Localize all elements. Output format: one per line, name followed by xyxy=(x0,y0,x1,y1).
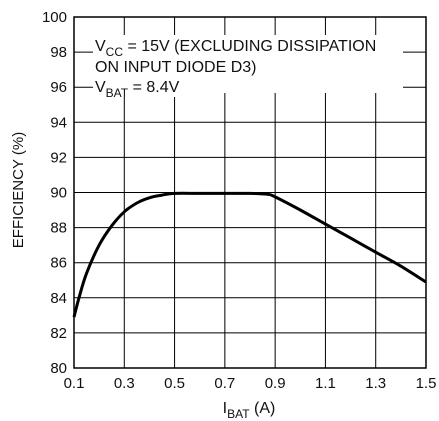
y-tick-label: 84 xyxy=(50,290,67,307)
series-layer xyxy=(72,191,427,318)
x-tick-label: 0.7 xyxy=(214,375,235,392)
efficiency-series-line xyxy=(72,191,427,318)
x-tick-label: 1.5 xyxy=(416,375,437,392)
y-tick-label: 88 xyxy=(50,220,67,237)
x-tick-label: 0.5 xyxy=(164,375,185,392)
y-tick-label: 82 xyxy=(50,325,67,342)
y-tick-label: 92 xyxy=(50,149,67,166)
y-axis-title: EFFICIENCY (%) xyxy=(10,132,27,248)
axis-layer: 0.1 0.3 0.5 0.7 0.9 1.1 1.3 1.5 80 82 84 86 88 90 92 94… xyxy=(42,9,436,392)
x-tick-label: 0.9 xyxy=(265,375,286,392)
x-tick-label: 0.1 xyxy=(64,375,85,392)
annotation-line-1: VCC = 15V (EXCLUDING DISSIPATION xyxy=(95,38,376,59)
x-axis-title: IBAT (A) xyxy=(223,400,276,421)
y-tick-label: 100 xyxy=(42,9,67,26)
y-tick-label: 94 xyxy=(50,114,67,131)
y-tick-label: 98 xyxy=(50,44,67,61)
x-tick-label: 1.3 xyxy=(365,375,386,392)
x-tick-label: 1.1 xyxy=(315,375,336,392)
plot-frame xyxy=(73,16,427,369)
annotation-layer: VCC = 15V (EXCLUDING DISSIPATION ON INPU… xyxy=(93,35,403,100)
y-tick-label: 80 xyxy=(50,360,67,377)
y-tick-label: 90 xyxy=(50,185,67,202)
y-tick-label: 96 xyxy=(50,79,67,96)
annotation-line-3: VBAT = 8.4V xyxy=(95,79,180,100)
annotation-line-2: ON INPUT DIODE D3) xyxy=(95,59,257,76)
annotation-background-3 xyxy=(93,77,203,97)
x-tick-label: 0.3 xyxy=(114,375,135,392)
y-tick-label: 86 xyxy=(50,255,67,272)
